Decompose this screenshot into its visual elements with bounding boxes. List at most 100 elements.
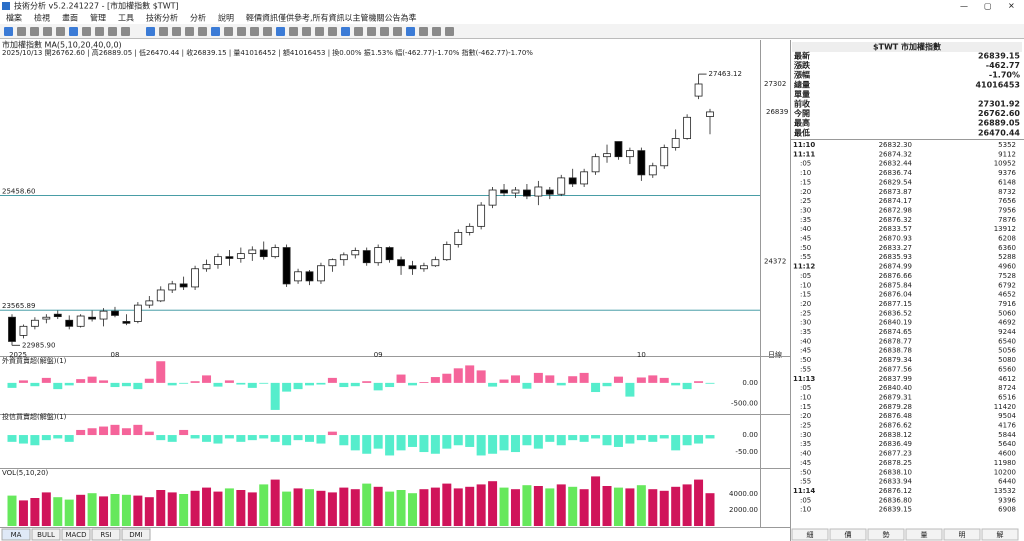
tool-button[interactable] xyxy=(237,27,246,36)
menu-item[interactable]: 工具 xyxy=(118,14,134,23)
menu-item[interactable]: 技術分析 xyxy=(146,13,178,23)
tool-button[interactable] xyxy=(108,27,117,36)
tool-button[interactable] xyxy=(328,27,337,36)
tool-button[interactable] xyxy=(354,27,363,36)
maximize[interactable]: ▢ xyxy=(984,2,992,11)
bar xyxy=(591,435,601,439)
tool-button[interactable] xyxy=(198,27,207,36)
tool-button[interactable] xyxy=(69,27,78,36)
tool-button[interactable] xyxy=(172,27,181,36)
tick-volume: 8732 xyxy=(998,188,1016,196)
bar xyxy=(167,382,177,386)
tool-button[interactable] xyxy=(445,27,454,36)
bar xyxy=(442,435,452,449)
bar xyxy=(133,424,143,436)
tool-button[interactable] xyxy=(380,27,389,36)
x-tick-label: 08 xyxy=(111,351,120,359)
tick-time: :35 xyxy=(800,216,811,224)
menu-item[interactable]: 檔案 xyxy=(6,13,22,23)
menu-item[interactable]: 畫面 xyxy=(62,13,78,23)
tab[interactable] xyxy=(1,528,31,541)
tool-button[interactable] xyxy=(17,27,26,36)
tool-button[interactable] xyxy=(159,27,168,36)
panel-tab[interactable] xyxy=(981,528,1019,541)
tab[interactable] xyxy=(31,528,61,541)
reference-label: 23565.89 xyxy=(2,302,35,310)
menu-item[interactable]: 說明 xyxy=(218,13,234,23)
volume-bar xyxy=(682,484,692,526)
tool-button[interactable] xyxy=(146,27,155,36)
tool-button[interactable] xyxy=(185,27,194,36)
tool-button[interactable] xyxy=(432,27,441,36)
bar xyxy=(270,435,280,442)
tool-button[interactable] xyxy=(30,27,39,36)
candle-body xyxy=(603,153,611,158)
bar xyxy=(7,435,17,442)
volume-bar xyxy=(339,487,349,526)
candle-body xyxy=(385,247,394,261)
volume-bar xyxy=(671,486,681,526)
tool-button[interactable] xyxy=(4,27,13,36)
panel-tab[interactable] xyxy=(943,528,981,541)
minimize[interactable]: — xyxy=(960,2,968,11)
panel-tab[interactable] xyxy=(829,528,867,541)
bar xyxy=(339,382,349,388)
candle-body xyxy=(488,189,497,206)
tick-price: 26840.19 xyxy=(879,319,912,327)
tool-button[interactable] xyxy=(82,27,91,36)
tab[interactable] xyxy=(121,528,151,541)
quote-label: 今開 xyxy=(793,108,810,118)
volume-bar xyxy=(213,491,223,526)
bar xyxy=(87,428,97,436)
tool-button[interactable] xyxy=(263,27,272,36)
panel-tab[interactable] xyxy=(905,528,943,541)
bar xyxy=(247,435,257,441)
bar xyxy=(110,424,120,436)
tick-volume: 4176 xyxy=(998,422,1016,430)
x-tick-label: 09 xyxy=(374,351,383,359)
bar xyxy=(167,435,177,442)
close[interactable]: ✕ xyxy=(1008,2,1015,11)
volume-bar xyxy=(327,492,337,526)
tab[interactable] xyxy=(91,528,121,541)
tick-volume: 7916 xyxy=(998,300,1016,308)
tick-price: 26876.62 xyxy=(879,422,912,430)
tool-button[interactable] xyxy=(367,27,376,36)
volume-bar xyxy=(110,494,120,526)
bar xyxy=(396,374,406,383)
tick-price: 26877.56 xyxy=(879,365,913,373)
tick-price: 26877.23 xyxy=(879,450,912,458)
menu-item[interactable]: 檢視 xyxy=(34,13,50,23)
bar xyxy=(476,435,486,456)
tool-button[interactable] xyxy=(289,27,298,36)
tool-button[interactable] xyxy=(95,27,104,36)
tool-button[interactable] xyxy=(393,27,402,36)
tool-button[interactable] xyxy=(56,27,65,36)
tool-button[interactable] xyxy=(302,27,311,36)
panel-tab[interactable] xyxy=(791,528,829,541)
tick-volume: 11980 xyxy=(994,459,1016,467)
menu-item[interactable]: 管理 xyxy=(90,13,106,23)
tool-button[interactable] xyxy=(419,27,428,36)
tool-button[interactable] xyxy=(406,27,415,36)
tick-time: :50 xyxy=(800,244,811,252)
tool-button[interactable] xyxy=(224,27,233,36)
menu-item[interactable]: 分析 xyxy=(190,13,206,23)
tool-button[interactable] xyxy=(276,27,285,36)
candle-body xyxy=(706,111,714,117)
tick-volume: 5080 xyxy=(998,356,1016,364)
tool-button[interactable] xyxy=(43,27,52,36)
tick-time: :25 xyxy=(800,309,811,317)
tick-volume: 13532 xyxy=(994,487,1016,495)
panel-tab[interactable] xyxy=(867,528,905,541)
tool-button[interactable] xyxy=(315,27,324,36)
tab[interactable] xyxy=(61,528,91,541)
tool-button[interactable] xyxy=(121,27,130,36)
candle-body xyxy=(236,253,245,259)
tool-button[interactable] xyxy=(211,27,220,36)
bar xyxy=(694,381,704,383)
tool-button[interactable] xyxy=(250,27,259,36)
tool-button[interactable] xyxy=(341,27,350,36)
tick-time: :50 xyxy=(800,356,811,364)
tick-time: :20 xyxy=(800,300,811,308)
